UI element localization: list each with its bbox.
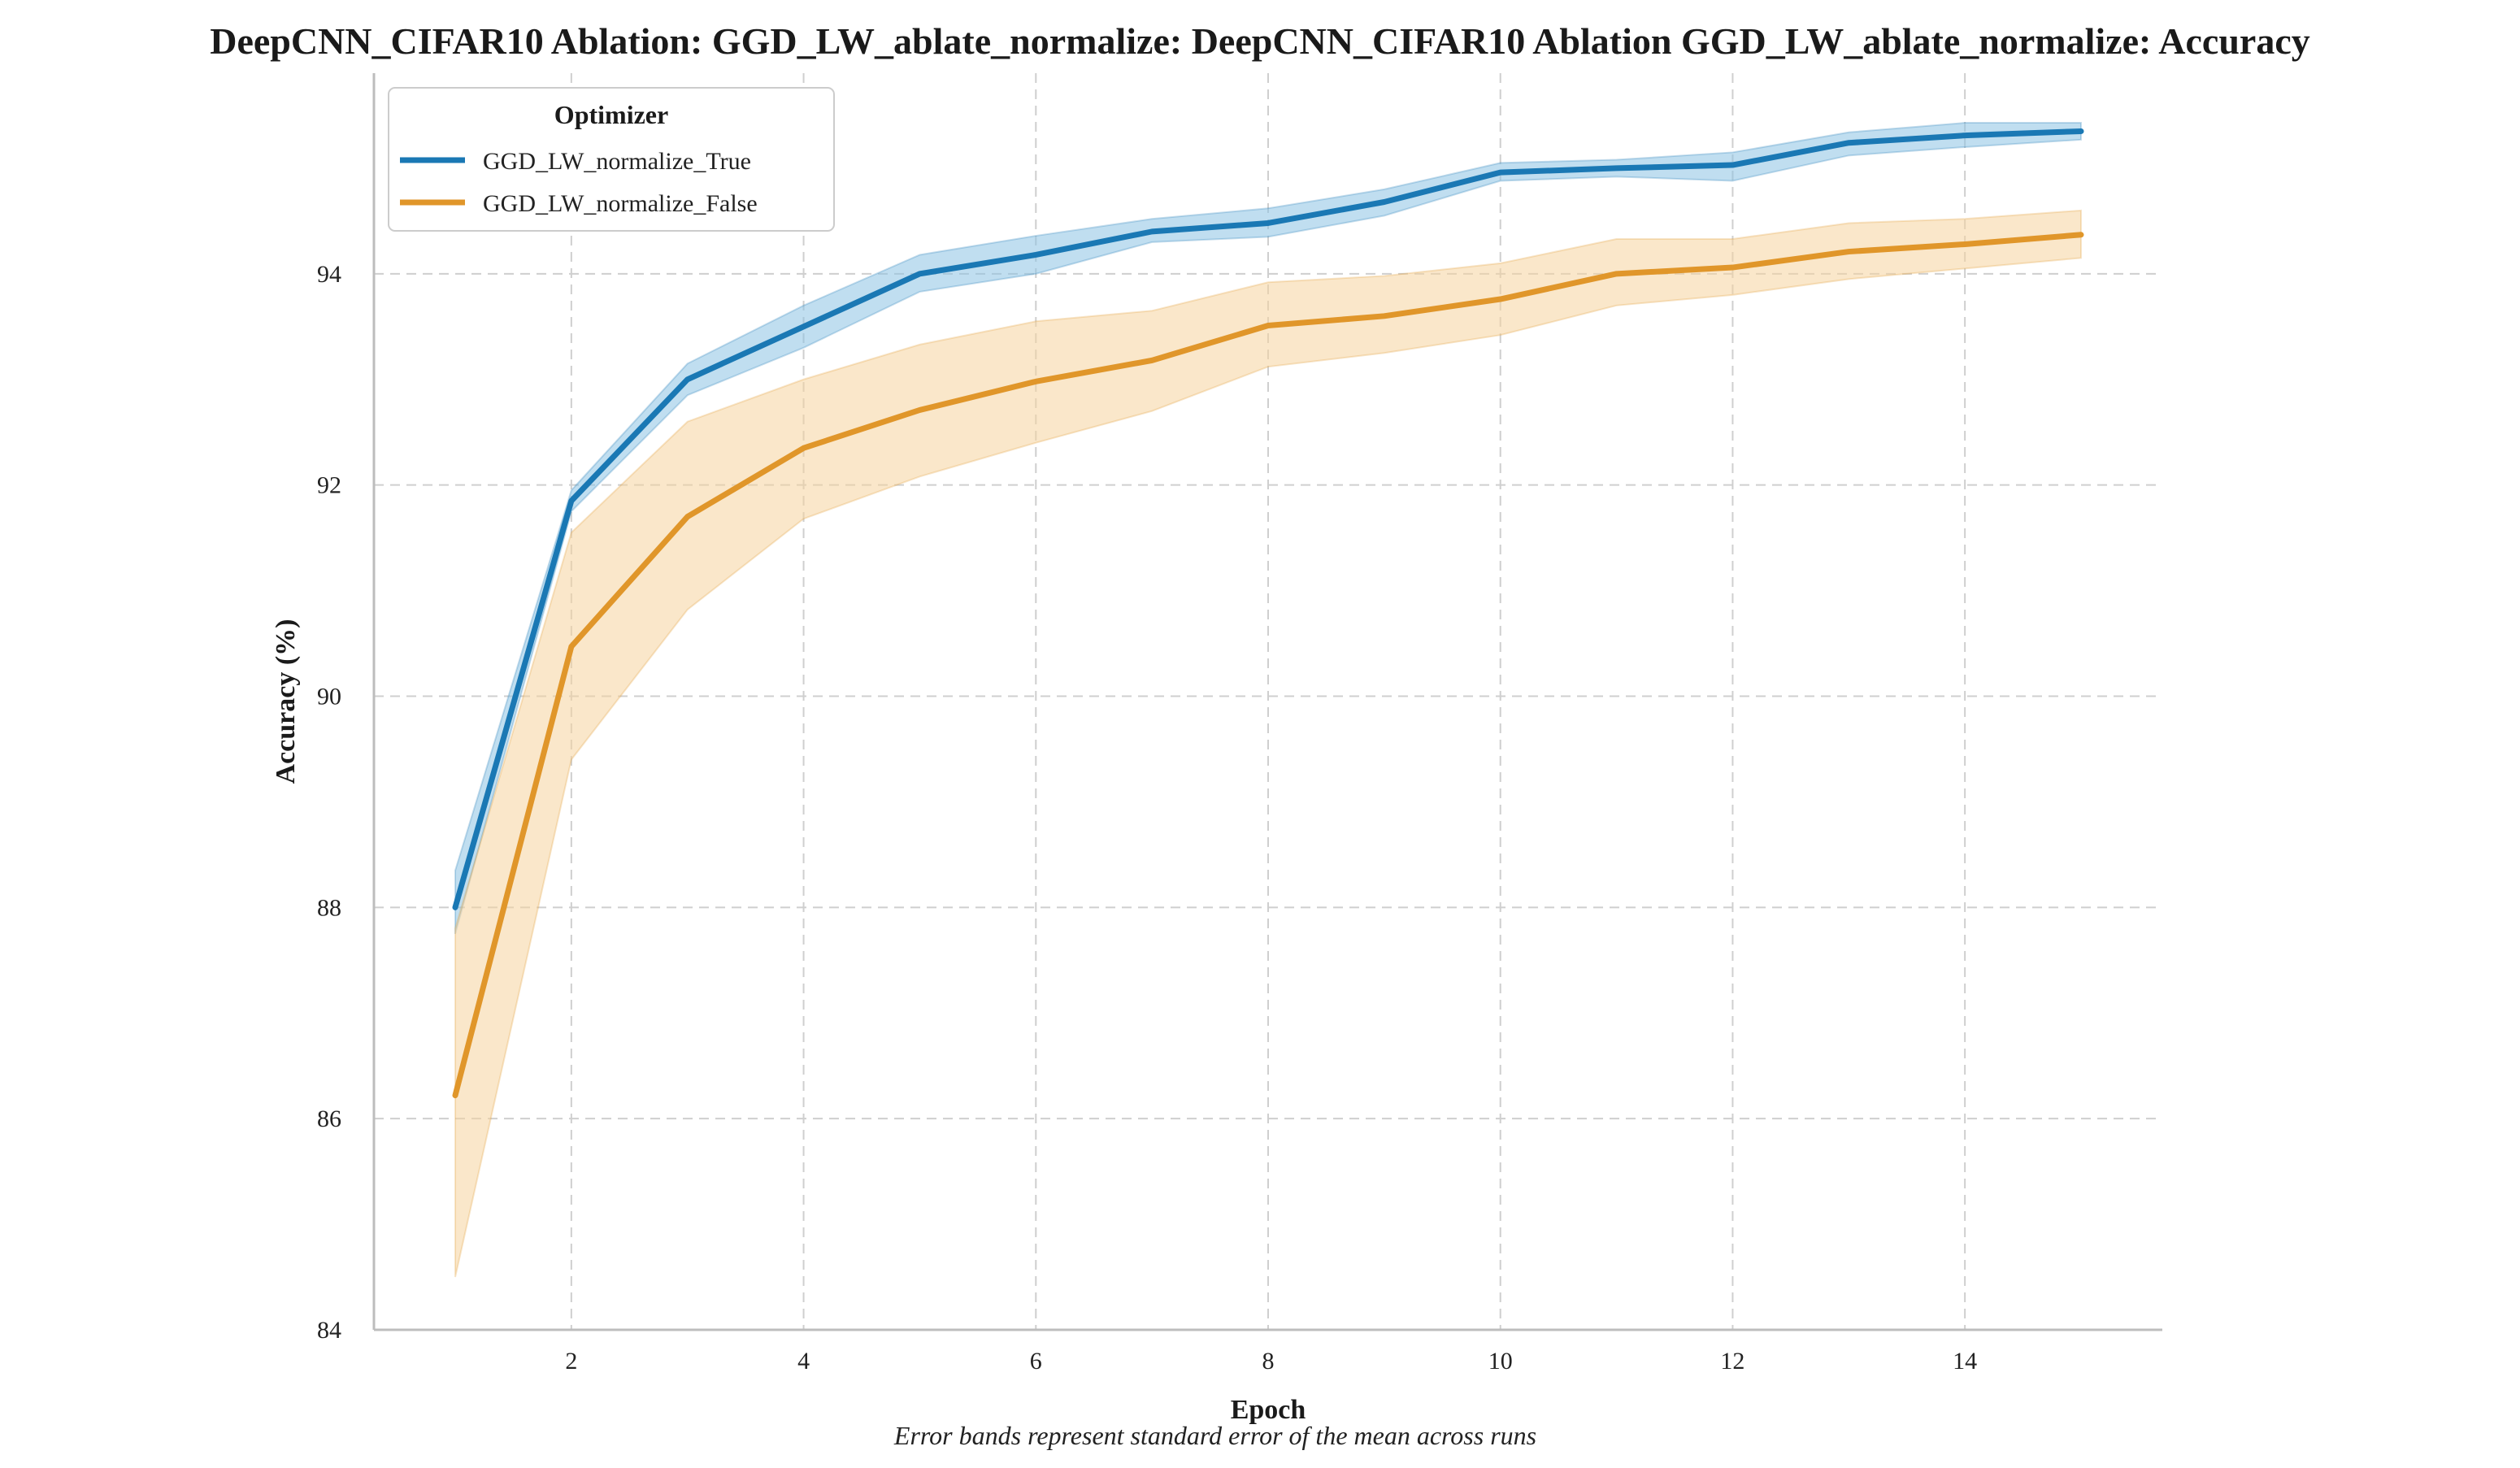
y-tick-label: 90 bbox=[317, 684, 341, 710]
data-point-GGD_LW_normalize_True bbox=[570, 500, 572, 502]
data-point-GGD_LW_normalize_False bbox=[1035, 380, 1037, 383]
data-point-GGD_LW_normalize_False bbox=[1964, 243, 1966, 245]
data-point-GGD_LW_normalize_False bbox=[454, 1094, 456, 1097]
data-point-GGD_LW_normalize_False bbox=[802, 447, 805, 450]
y-tick-label: 86 bbox=[317, 1105, 341, 1132]
data-point-GGD_LW_normalize_False bbox=[919, 409, 921, 411]
data-point-GGD_LW_normalize_True bbox=[802, 325, 805, 328]
x-tick-label: 12 bbox=[1720, 1348, 1744, 1375]
legend-title: Optimizer bbox=[554, 100, 668, 129]
data-point-GGD_LW_normalize_True bbox=[1383, 201, 1385, 203]
data-point-GGD_LW_normalize_True bbox=[919, 272, 921, 275]
data-point-GGD_LW_normalize_False bbox=[1848, 250, 1850, 253]
x-tick-labels: 2 4 6 8 10 12 14 bbox=[565, 1348, 1977, 1375]
y-tick-label: 88 bbox=[317, 894, 341, 921]
data-point-GGD_LW_normalize_False bbox=[1151, 359, 1154, 362]
data-point-GGD_LW_normalize_False bbox=[2080, 233, 2082, 236]
data-point-GGD_LW_normalize_True bbox=[1615, 167, 1618, 169]
y-tick-label: 92 bbox=[317, 472, 341, 499]
legend-label-normalize-false: GGD_LW_normalize_False bbox=[483, 190, 758, 217]
x-tick-label: 14 bbox=[1953, 1348, 1977, 1375]
error-band-GGD_LW_normalize_True bbox=[454, 122, 2082, 935]
data-point-GGD_LW_normalize_False bbox=[686, 515, 689, 518]
data-point-GGD_LW_normalize_False bbox=[1499, 298, 1501, 301]
data-point-GGD_LW_normalize_True bbox=[686, 378, 689, 380]
x-tick-label: 6 bbox=[1030, 1348, 1042, 1375]
data-point-GGD_LW_normalize_True bbox=[1848, 141, 1850, 144]
legend-label-normalize-true: GGD_LW_normalize_True bbox=[483, 148, 751, 175]
legend-box bbox=[388, 87, 835, 232]
x-axis-label: Epoch bbox=[1231, 1395, 1306, 1425]
error-band-GGD_LW_normalize_False bbox=[454, 209, 2082, 1278]
data-point-GGD_LW_normalize_True bbox=[1151, 230, 1154, 232]
y-tick-labels: 84 86 88 90 92 94 bbox=[317, 261, 341, 1344]
error-bands bbox=[454, 122, 2082, 1278]
data-point-GGD_LW_normalize_True bbox=[1267, 222, 1269, 224]
x-tick-label: 8 bbox=[1262, 1348, 1275, 1375]
data-point-GGD_LW_normalize_True bbox=[2080, 130, 2082, 132]
y-tick-label: 94 bbox=[317, 261, 341, 288]
data-point-GGD_LW_normalize_True bbox=[1035, 254, 1037, 256]
data-point-GGD_LW_normalize_False bbox=[570, 645, 572, 648]
data-point-GGD_LW_normalize_False bbox=[1267, 324, 1269, 327]
x-tick-label: 2 bbox=[565, 1348, 577, 1375]
data-point-GGD_LW_normalize_True bbox=[454, 906, 456, 909]
data-point-GGD_LW_normalize_True bbox=[1499, 172, 1501, 174]
data-point-GGD_LW_normalize_True bbox=[1731, 164, 1734, 167]
data-point-GGD_LW_normalize_True bbox=[1964, 134, 1966, 137]
data-point-GGD_LW_normalize_False bbox=[1383, 315, 1385, 317]
x-tick-label: 10 bbox=[1488, 1348, 1513, 1375]
y-axis-label: Accuracy (%) bbox=[271, 619, 301, 784]
data-point-GGD_LW_normalize_False bbox=[1615, 272, 1618, 275]
series-lines bbox=[452, 128, 2084, 1099]
legend: Optimizer GGD_LW_normalize_True GGD_LW_n… bbox=[388, 87, 835, 232]
chart-title: DeepCNN_CIFAR10 Ablation: GGD_LW_ablate_… bbox=[210, 20, 2310, 62]
chart-caption: Error bands represent standard error of … bbox=[893, 1421, 1536, 1450]
y-tick-label: 84 bbox=[317, 1317, 341, 1344]
x-tick-label: 4 bbox=[797, 1348, 810, 1375]
data-point-GGD_LW_normalize_False bbox=[1731, 267, 1734, 269]
